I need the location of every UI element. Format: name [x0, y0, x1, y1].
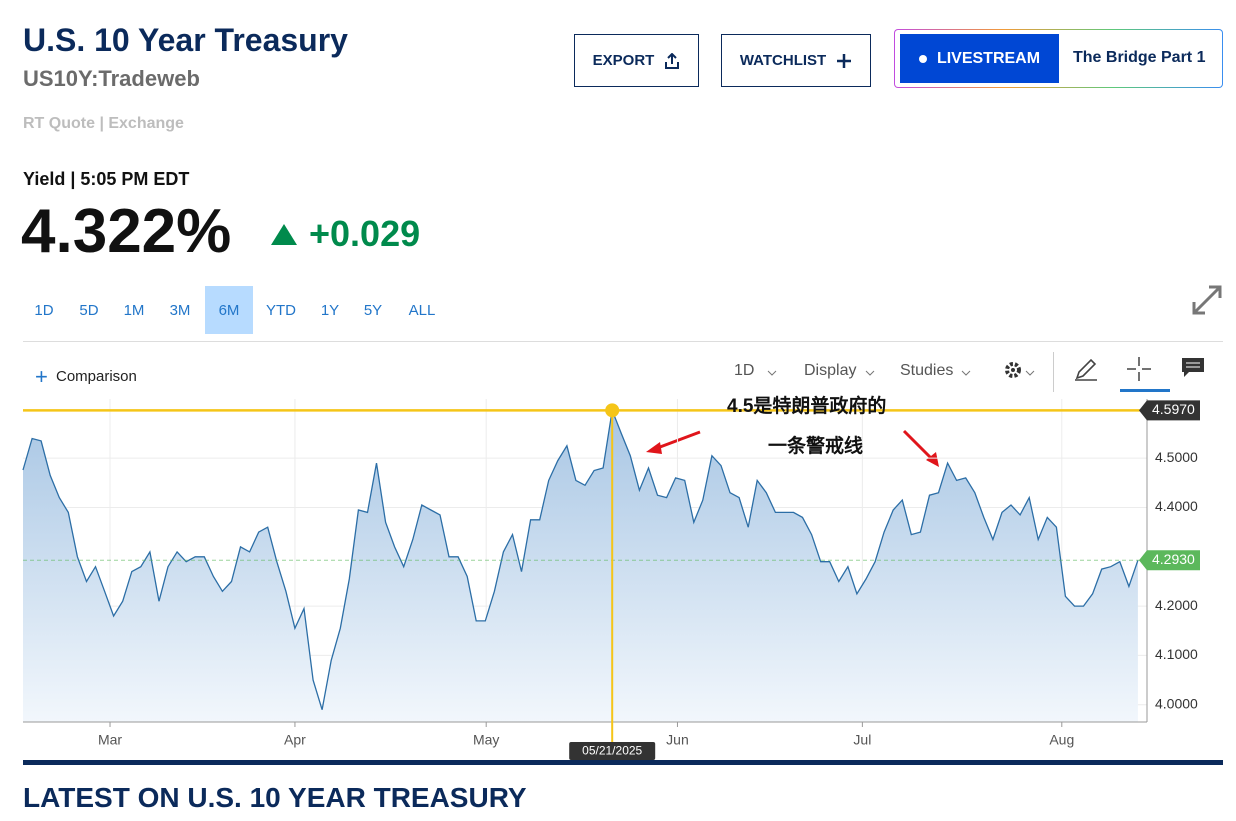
- divider: [1053, 352, 1054, 392]
- range-button[interactable]: 1Y: [320, 301, 340, 319]
- studies-select[interactable]: Studies: [900, 362, 954, 379]
- x-tick-label: Jul: [853, 732, 871, 748]
- livestream-box[interactable]: LIVESTREAM The Bridge Part 1: [894, 29, 1223, 88]
- show-name: The Bridge Part 1: [1073, 49, 1206, 66]
- x-tick-label: Aug: [1049, 732, 1074, 748]
- range-button[interactable]: 5Y: [363, 301, 383, 319]
- settings-icon[interactable]: [1003, 360, 1023, 380]
- up-arrow: [271, 224, 297, 245]
- range-button[interactable]: 1M: [123, 301, 145, 319]
- export-icon: [665, 52, 680, 69]
- plus-icon: [837, 53, 852, 68]
- symbol: US10Y:Tradeweb: [23, 66, 200, 91]
- active-tool: [1120, 389, 1170, 392]
- x-tick-label: Jun: [666, 732, 689, 748]
- crosshair-dot: [605, 403, 620, 418]
- range-button[interactable]: ALL: [408, 301, 436, 319]
- arrow-head: [646, 442, 662, 454]
- date-box: [569, 742, 656, 760]
- change: +0.029: [309, 213, 421, 254]
- export-label: EXPORT: [592, 52, 655, 69]
- x-tick-label: May: [473, 732, 499, 748]
- range-button[interactable]: 6M: [205, 286, 253, 334]
- y-tick-label: 4.2000: [1155, 597, 1198, 613]
- annotation: 一条警戒线: [768, 434, 863, 457]
- chevrons: [767, 370, 1035, 376]
- livestream-button[interactable]: LIVESTREAM: [900, 34, 1059, 83]
- export-button[interactable]: EXPORT: [574, 34, 699, 87]
- line: [22, 407, 1139, 710]
- arrow-head: [926, 452, 939, 467]
- range-button[interactable]: YTD: [266, 301, 296, 319]
- expand-icon[interactable]: [1191, 284, 1223, 316]
- section-title: LATEST ON U.S. 10 YEAR TREASURY: [23, 782, 527, 813]
- crosshair-icon[interactable]: [1126, 356, 1152, 382]
- x-tick-label: Apr: [284, 732, 306, 748]
- reference-label: 4.5970: [1152, 401, 1195, 417]
- quote-source: RT Quote | Exchange: [23, 115, 184, 132]
- draw-icon[interactable]: [1073, 356, 1099, 382]
- arrow: [902, 429, 935, 462]
- comment-icon[interactable]: [1181, 357, 1205, 379]
- interval-select[interactable]: 1D: [734, 362, 755, 379]
- comparison-button[interactable]: Comparison: [56, 368, 137, 385]
- range-button[interactable]: 5D: [79, 301, 99, 319]
- y-tick-label: 4.1000: [1155, 646, 1198, 662]
- annotation: 4.5是特朗普政府的: [727, 394, 886, 417]
- x-tick-label: Mar: [98, 732, 122, 748]
- display-select[interactable]: Display: [804, 362, 857, 379]
- y-tick-label: 4.4000: [1155, 498, 1198, 514]
- title: U.S. 10 Year Treasury: [23, 22, 348, 58]
- separator: [23, 341, 1223, 342]
- section-bar: [23, 760, 1223, 765]
- watchlist-button[interactable]: WATCHLIST: [721, 34, 871, 87]
- last-value-box: [1139, 550, 1200, 571]
- y-tick-label: 4.0000: [1155, 695, 1198, 711]
- date-label: 05/21/2025: [582, 744, 642, 758]
- range-button[interactable]: 1D: [34, 301, 54, 319]
- livestream-label: LIVESTREAM: [936, 49, 1041, 67]
- watchlist-label: WATCHLIST: [739, 52, 827, 69]
- reference-box: [1139, 400, 1200, 421]
- price: 4.322%: [21, 197, 232, 266]
- plus: +: [35, 364, 48, 389]
- area: [23, 410, 1138, 722]
- range-button[interactable]: 3M: [169, 301, 191, 319]
- y-tick-label: 4.5000: [1155, 449, 1198, 465]
- last-value-label: 4.2930: [1152, 551, 1195, 567]
- yield-label: Yield | 5:05 PM EDT: [23, 169, 190, 189]
